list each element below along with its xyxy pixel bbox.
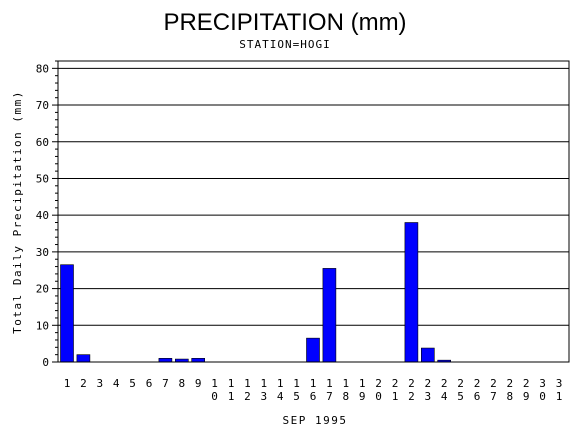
bar [306,337,320,363]
gridlines [58,67,569,326]
x-tick-label: 4 [113,377,120,390]
y-tick-label: 0 [42,356,49,369]
bar [322,268,337,363]
y-tick-label: 30 [36,246,49,259]
bar [404,222,419,363]
bar [420,347,435,363]
y-tick-label: 50 [36,172,49,185]
plot-frame [57,60,570,363]
y-tick-label: 20 [36,283,49,296]
x-axis-ticks: 1 2 3 4 5 6 7 8 9 1 01 11 21 31 41 51 61 71 81 92 02 12 22 32 42… [64,377,563,403]
y-tick-label: 60 [36,136,49,149]
x-tick-label: 2 [80,377,87,390]
x-axis-label: SEP 1995 [283,414,348,427]
bar [191,358,205,363]
y-axis-label: Total Daily Precipitation (mm) [11,90,24,334]
y-tick-label: 10 [36,319,49,332]
y-axis-ticks: 0 10 20 30 40 50 60 70 80 [36,60,58,369]
y-tick-label: 70 [36,99,49,112]
bar [76,354,91,363]
y-tick-label: 80 [36,62,49,75]
x-tick-label: 6 [146,377,153,390]
x-tick-label: 5 [129,377,136,390]
x-tick-label: 8 [178,377,185,390]
chart-title: PRECIPITATION (mm) [163,9,406,36]
bar-series [60,222,452,363]
x-tick-label: 9 [195,377,202,390]
x-tick-label: 7 [162,377,169,390]
bar [158,358,173,363]
x-tick-label: 1 [64,377,71,390]
x-tick-label: 3 [96,377,103,390]
bar [60,264,74,363]
chart-subtitle: STATION=HOGI [239,38,330,51]
y-tick-label: 40 [36,209,49,222]
